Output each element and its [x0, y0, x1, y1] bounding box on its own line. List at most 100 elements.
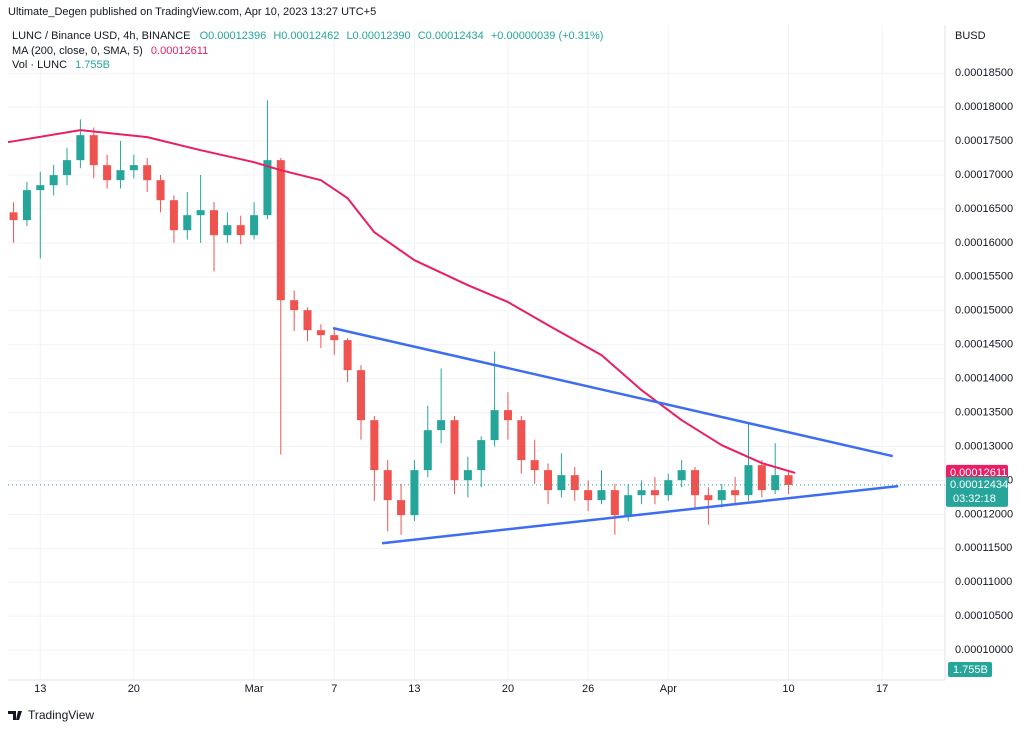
- x-tick-label: 7: [331, 683, 337, 695]
- x-tick-label: 26: [582, 683, 594, 695]
- legend-ma: MA (200, close, 0, SMA, 5) 0.00012611: [12, 45, 208, 57]
- y-tick-label: 0.00015500: [955, 271, 1013, 283]
- candle-body: [223, 225, 232, 236]
- candle-body: [530, 460, 539, 471]
- x-tick-label: Mar: [245, 683, 264, 695]
- y-tick-label: 0.00016500: [955, 203, 1013, 215]
- symbol: LUNC / Binance USD, 4h, BINANCE: [12, 30, 191, 42]
- volume-tag: [948, 662, 992, 677]
- y-tick-label: 0.00013500: [955, 406, 1013, 418]
- candle-body: [410, 470, 419, 516]
- candle-body: [263, 160, 272, 216]
- x-tick-label: 17: [876, 683, 888, 695]
- vol-value: 1.755B: [75, 59, 110, 71]
- candle-body: [731, 490, 740, 496]
- candle-body: [156, 180, 165, 201]
- plot: [7, 100, 945, 545]
- ma-name: MA (200, close, 0, SMA, 5): [12, 45, 143, 57]
- y-tick-label: 0.00012000: [955, 508, 1013, 520]
- ma-value: 0.00012611: [151, 45, 208, 57]
- candle-body: [544, 470, 553, 491]
- candle-body: [63, 160, 72, 176]
- candle-body: [383, 470, 392, 501]
- volume-tag-label: 1.755B: [953, 664, 988, 676]
- candle-body: [129, 165, 138, 171]
- candle-body: [143, 165, 152, 181]
- candle-body: [610, 490, 619, 516]
- y-tick-label: 0.00011000: [955, 576, 1012, 588]
- x-tick-label: 10: [782, 683, 794, 695]
- legend-vol: Vol · LUNC 1.755B: [12, 59, 110, 71]
- moving-average: [7, 129, 796, 474]
- brand-name: TradingView: [28, 708, 94, 722]
- grid: [8, 25, 945, 680]
- y-tick-label: 0.00014000: [955, 373, 1013, 385]
- candle-body: [356, 370, 365, 421]
- candle-body: [316, 330, 325, 336]
- candle-body: [691, 470, 700, 496]
- change: +0.00000039 (+0.31%): [491, 30, 604, 42]
- candle-body: [744, 465, 753, 496]
- candle-body: [584, 490, 593, 501]
- currency: BUSD: [955, 30, 986, 42]
- candle-body: [637, 490, 646, 496]
- candle-body: [477, 440, 486, 471]
- candle-body: [103, 165, 112, 181]
- ma-price-tag: [946, 464, 1008, 481]
- candle-body: [36, 185, 45, 191]
- x-tick-label: 13: [34, 683, 46, 695]
- y-tick-label: 0.00010000: [955, 644, 1013, 656]
- y-tick-label: 0.00017500: [955, 135, 1013, 147]
- y-tick-label: 0.00018000: [955, 101, 1013, 113]
- candle-body: [664, 480, 673, 496]
- candle-body: [397, 500, 406, 516]
- candle-body: [463, 470, 472, 481]
- y-tick-label: 0.00013000: [955, 440, 1013, 452]
- candle-body: [330, 335, 339, 341]
- candle-body: [757, 465, 766, 491]
- candle-body: [557, 475, 566, 491]
- candle-body: [250, 215, 259, 236]
- candle-body: [49, 175, 58, 186]
- candle-body: [183, 215, 192, 231]
- y-tick-label: 0.00018500: [955, 67, 1013, 79]
- candle-body: [450, 420, 459, 481]
- brand-logo: [8, 711, 22, 720]
- candle-body: [290, 300, 299, 311]
- candle-body: [597, 490, 606, 501]
- candle-body: [276, 160, 285, 301]
- ma-price-tag-label: 0.00012611: [950, 467, 1007, 479]
- candle-body: [89, 135, 98, 166]
- candle-body: [370, 420, 379, 471]
- open: O0.00012396: [200, 30, 267, 42]
- y-tick-label: 0.00010500: [955, 610, 1013, 622]
- close: C0.00012434: [418, 30, 484, 42]
- x-tick-label: 20: [128, 683, 140, 695]
- y-tick-label: 0.00011500: [955, 542, 1012, 554]
- candle-body: [22, 190, 31, 221]
- high: H0.00012462: [273, 30, 339, 42]
- y-tick-label: 0.00014500: [955, 339, 1013, 351]
- last-price-tag: [946, 476, 1008, 507]
- candle-body: [704, 495, 713, 501]
- y-tick-label: 0.00017000: [955, 169, 1013, 181]
- candle-body: [503, 410, 512, 421]
- candle-body: [303, 310, 312, 331]
- countdown: 03:32:18: [953, 493, 996, 505]
- published: Ultimate_Degen published on TradingView.…: [8, 6, 376, 18]
- candle-body: [116, 170, 125, 181]
- candle-body: [650, 490, 659, 496]
- y-tick-label: 0.00015000: [955, 305, 1013, 317]
- candle-body: [570, 475, 579, 491]
- candle-body: [209, 210, 219, 236]
- candle-body: [677, 470, 686, 481]
- candle-body: [76, 135, 85, 161]
- candle-body: [784, 475, 793, 485]
- candle-body: [437, 420, 446, 431]
- y-tick-label: 0.00016000: [955, 237, 1013, 249]
- candle-body: [196, 210, 205, 216]
- brand: TradingView: [8, 708, 94, 722]
- candle-body: [423, 430, 432, 471]
- candle-body: [169, 200, 178, 231]
